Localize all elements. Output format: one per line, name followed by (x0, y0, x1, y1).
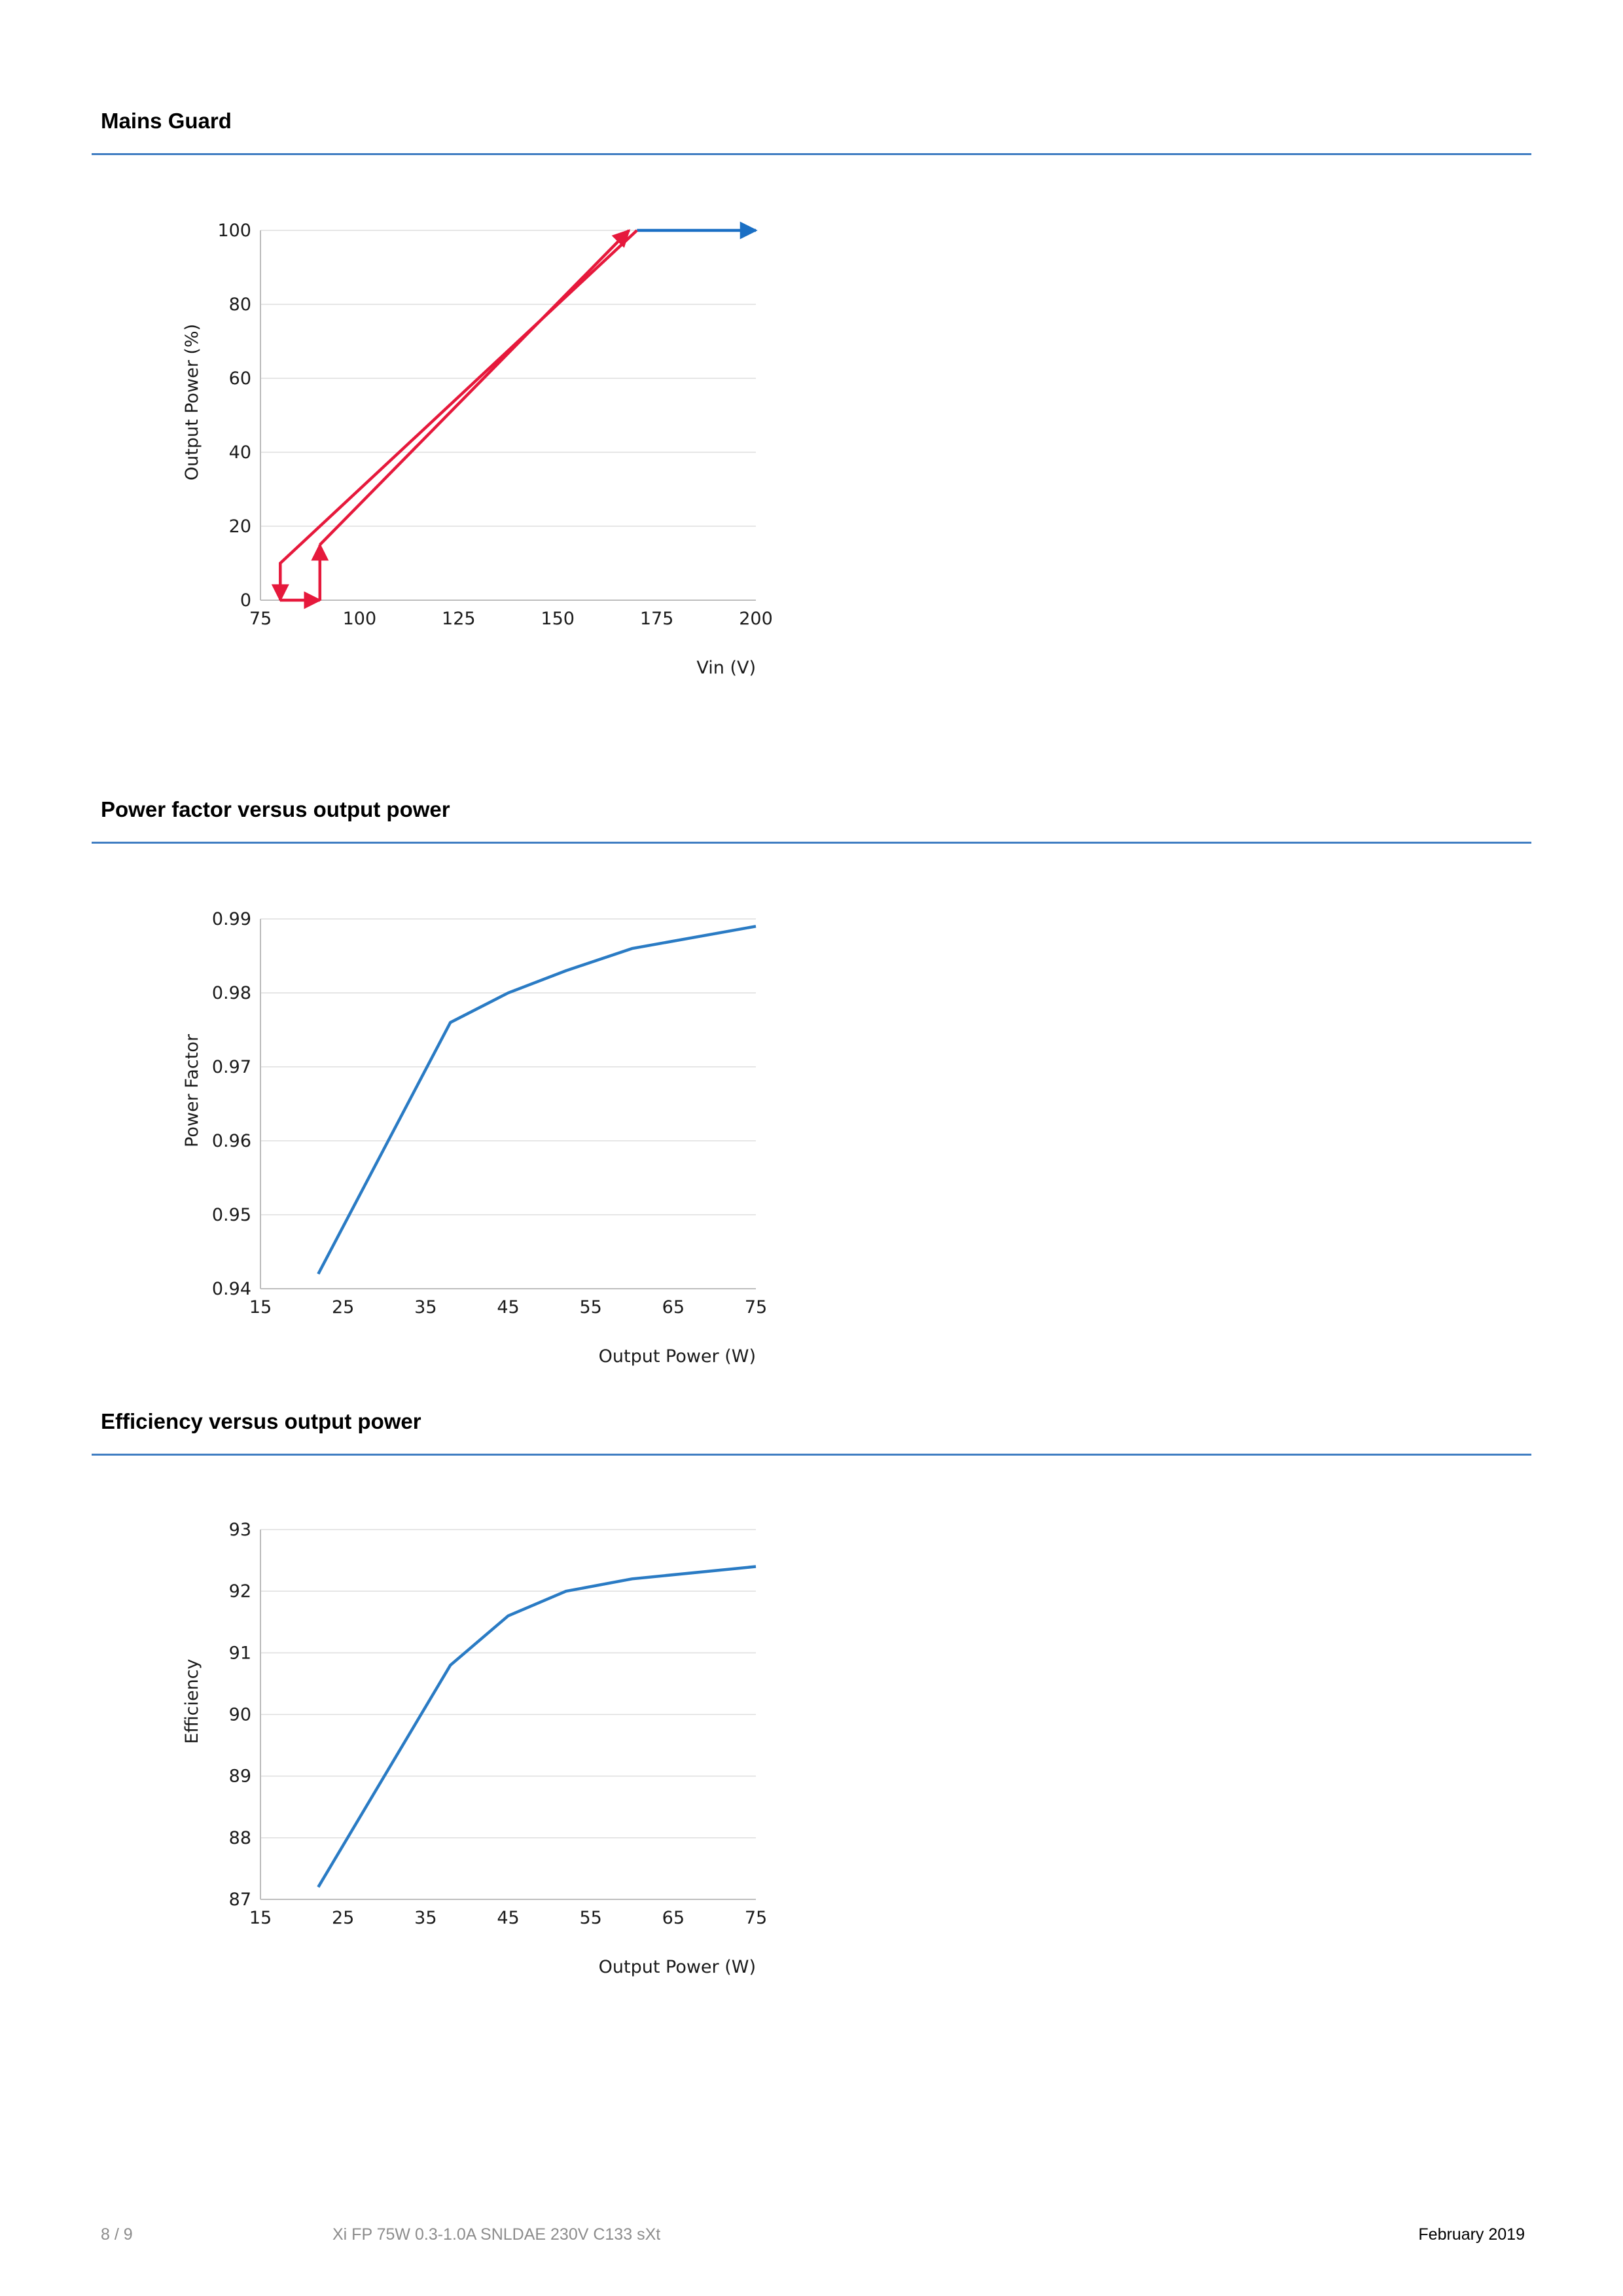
x-tick-label: 25 (332, 1297, 354, 1318)
x-tick-label: 45 (497, 1908, 519, 1928)
x-tick-label: 35 (414, 1297, 437, 1318)
y-tick-label: 0.98 (212, 983, 251, 1003)
series-line (317, 1565, 757, 1888)
x-axis-label: Output Power (W) (599, 1957, 756, 1977)
section-divider (92, 153, 1531, 155)
x-tick-label: 15 (249, 1297, 272, 1318)
x-tick-label: 65 (662, 1297, 685, 1318)
footer-product-name: Xi FP 75W 0.3-1.0A SNLDAE 230V C133 sXt (332, 2225, 661, 2244)
y-tick-label: 0.96 (212, 1131, 251, 1151)
y-tick-label: 89 (229, 1767, 251, 1787)
y-tick-label: 90 (229, 1705, 251, 1725)
y-tick-label: 80 (229, 295, 251, 315)
mains-guard-chart: 0 20 40 60 80 100 75 100 125 150 175 200 Vin (V) Outp… (182, 221, 773, 678)
section-divider (92, 1454, 1531, 1456)
y-axis-label: Efficiency (182, 1659, 202, 1744)
x-tick-label: 100 (343, 609, 377, 629)
y-tick-label: 88 (229, 1828, 251, 1848)
y-tick-label: 0.97 (212, 1057, 251, 1077)
y-axis-label: Power Factor (182, 1033, 202, 1147)
series-line (319, 229, 631, 546)
x-tick-label: 75 (745, 1297, 767, 1318)
series-line (317, 925, 757, 1275)
y-tick-label: 91 (229, 1643, 251, 1663)
footer-date: February 2019 (1418, 2225, 1525, 2244)
x-tick-label: 55 (579, 1297, 601, 1318)
x-tick-label: 175 (640, 609, 674, 629)
x-tick-label: 75 (249, 609, 272, 629)
x-tick-label: 75 (745, 1908, 767, 1928)
y-tick-label: 92 (229, 1581, 251, 1602)
y-tick-label: 20 (229, 516, 251, 537)
power-factor-chart: 0.94 0.95 0.96 0.97 0.98 0.99 15 25 35 45 55 65 75 Ou… (182, 909, 767, 1367)
y-tick-label: 40 (229, 442, 251, 463)
y-tick-label: 0 (240, 590, 251, 611)
footer-page-number: 8 / 9 (101, 2225, 133, 2244)
y-tick-label: 0.99 (212, 909, 251, 929)
x-tick-label: 35 (414, 1908, 437, 1928)
x-tick-label: 150 (541, 609, 575, 629)
x-axis-label: Vin (V) (696, 658, 756, 678)
y-tick-label: 100 (217, 221, 251, 241)
x-tick-label: 65 (662, 1908, 685, 1928)
series-line (271, 229, 638, 602)
y-tick-label: 93 (229, 1520, 251, 1540)
section-title-power-factor: Power factor versus output power (101, 797, 450, 821)
x-tick-label: 45 (497, 1297, 519, 1318)
y-tick-label: 87 (229, 1890, 251, 1910)
y-tick-label: 0.94 (212, 1279, 251, 1299)
x-tick-label: 25 (332, 1908, 354, 1928)
section-divider (92, 842, 1531, 844)
section-title-mains-guard: Mains Guard (101, 109, 232, 133)
y-axis-label: Output Power (%) (182, 324, 202, 480)
x-tick-label: 200 (739, 609, 773, 629)
y-tick-label: 0.95 (212, 1205, 251, 1225)
x-axis-label: Output Power (W) (599, 1346, 756, 1367)
efficiency-chart: 87 88 89 90 91 92 93 15 25 35 45 55 65 75 Output Power… (182, 1520, 767, 1977)
y-tick-label: 60 (229, 368, 251, 389)
section-title-efficiency: Efficiency versus output power (101, 1409, 421, 1433)
x-tick-label: 15 (249, 1908, 272, 1928)
x-tick-label: 125 (442, 609, 476, 629)
x-tick-label: 55 (579, 1908, 601, 1928)
